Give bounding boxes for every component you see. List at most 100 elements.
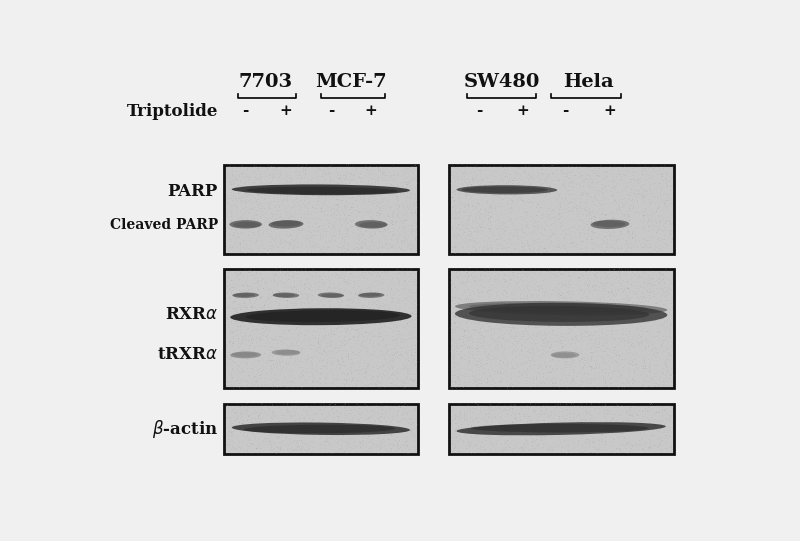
Ellipse shape <box>233 222 261 228</box>
Point <box>321 433 334 442</box>
Point <box>632 411 645 419</box>
Point <box>530 229 542 238</box>
Point <box>666 163 678 171</box>
Point <box>263 200 276 209</box>
Point <box>619 324 632 332</box>
Point <box>512 247 525 255</box>
Point <box>262 352 274 361</box>
Point <box>606 434 619 443</box>
Point <box>322 243 335 252</box>
Point <box>345 182 358 191</box>
Point <box>278 195 290 203</box>
Point <box>598 209 611 218</box>
Point <box>666 371 679 379</box>
Point <box>625 424 638 433</box>
Point <box>503 234 516 243</box>
Point <box>278 295 290 304</box>
Point <box>615 439 628 448</box>
Point <box>465 231 478 240</box>
Point <box>315 171 328 180</box>
Point <box>598 417 611 426</box>
Point <box>565 197 578 206</box>
Point <box>290 436 303 444</box>
Point <box>376 428 389 437</box>
Point <box>399 361 412 370</box>
Point <box>526 214 539 222</box>
Point <box>454 352 467 361</box>
Point <box>367 347 380 355</box>
Point <box>226 279 239 288</box>
Point <box>503 314 516 323</box>
Point <box>636 294 649 302</box>
Point <box>497 186 510 194</box>
Point <box>292 342 305 351</box>
Point <box>357 196 370 204</box>
Point <box>626 204 638 213</box>
Point <box>362 360 374 369</box>
Point <box>663 308 676 317</box>
Point <box>589 215 602 224</box>
Point <box>240 433 253 442</box>
Point <box>320 216 333 225</box>
Point <box>289 356 302 365</box>
Point <box>220 342 233 351</box>
Point <box>463 442 476 451</box>
Point <box>267 371 280 380</box>
Point <box>338 236 350 245</box>
Point <box>296 293 309 301</box>
Point <box>322 439 334 447</box>
Point <box>542 373 554 381</box>
Point <box>583 436 596 444</box>
Point <box>601 235 614 243</box>
Point <box>482 215 494 223</box>
Point <box>227 405 240 414</box>
Point <box>391 368 404 377</box>
Point <box>266 311 279 320</box>
Point <box>465 343 478 352</box>
Point <box>546 414 559 423</box>
Point <box>454 348 466 357</box>
Point <box>580 280 593 289</box>
Point <box>246 222 258 231</box>
Point <box>381 344 394 353</box>
Point <box>312 324 325 332</box>
Point <box>546 170 558 179</box>
Point <box>565 347 578 355</box>
Point <box>307 314 320 323</box>
Point <box>566 222 578 230</box>
Point <box>290 350 303 359</box>
Point <box>582 163 595 171</box>
Point <box>326 380 339 388</box>
Point <box>454 175 467 184</box>
Point <box>474 358 486 367</box>
Point <box>660 266 673 275</box>
Point <box>573 230 586 239</box>
Point <box>311 196 324 204</box>
Point <box>590 289 603 298</box>
Point <box>605 232 618 241</box>
Point <box>640 175 653 184</box>
Point <box>462 294 474 303</box>
Point <box>231 196 244 205</box>
Point <box>534 312 547 321</box>
Point <box>454 208 466 217</box>
Point <box>482 365 494 374</box>
Point <box>643 248 656 257</box>
Point <box>223 337 236 345</box>
Point <box>546 355 559 364</box>
Point <box>322 329 334 338</box>
Point <box>404 200 417 209</box>
Point <box>568 442 581 451</box>
Point <box>564 162 577 170</box>
Point <box>230 312 243 320</box>
Point <box>482 178 495 187</box>
Point <box>512 308 525 316</box>
Point <box>558 424 570 433</box>
Point <box>387 441 400 450</box>
Point <box>555 204 568 213</box>
Point <box>322 289 335 298</box>
Point <box>578 221 590 230</box>
Point <box>611 433 624 442</box>
Point <box>546 228 559 237</box>
Point <box>286 283 298 292</box>
